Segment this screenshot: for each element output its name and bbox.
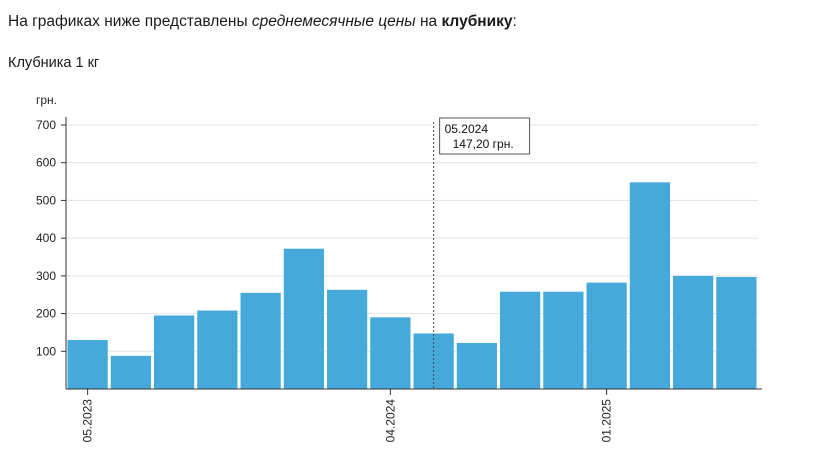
bar-02.2025[interactable] (629, 182, 670, 389)
intro-part-bold: клубнику (441, 13, 513, 30)
intro-part-3: на (415, 13, 442, 30)
intro-part-1: На графиках ниже представлены (8, 13, 252, 30)
bar-03.2025[interactable] (673, 275, 714, 389)
intro-text: На графиках ниже представлены среднемеся… (8, 12, 517, 32)
intro-part-5: : (512, 13, 517, 30)
tooltip-value: 147,20 грн. (453, 137, 514, 151)
bar-11.2024[interactable] (543, 291, 584, 389)
intro-part-italic: среднемесячные цены (251, 13, 416, 30)
bar-09.2023[interactable] (240, 292, 281, 389)
y-axis-unit-label: грн. (36, 93, 57, 107)
x-tick-label-04.2024: 04.2024 (383, 399, 397, 443)
tooltip-box (439, 117, 531, 155)
bar-06.2023[interactable] (110, 355, 151, 389)
bar-11.2023[interactable] (327, 289, 368, 389)
bar-01.2025[interactable] (586, 282, 627, 389)
x-tick-label-05.2023: 05.2023 (81, 399, 95, 443)
bar-08.2023[interactable] (197, 310, 238, 389)
x-axis-ticks: 05.2023 04.2024 01.2025 (81, 389, 614, 442)
bar-07.2023[interactable] (154, 315, 195, 389)
y-tick-label-100: 100 (36, 344, 56, 358)
tooltip-date: 05.2024 (445, 122, 489, 136)
y-tick-label-500: 500 (36, 193, 56, 207)
bar-10.2024[interactable] (500, 291, 541, 389)
bar-10.2023[interactable] (283, 248, 324, 389)
bar-06.2024[interactable] (456, 342, 497, 389)
bar-05.2023[interactable] (67, 339, 108, 389)
bar-05.2024[interactable] (413, 333, 454, 389)
chart-subtitle: Клубника 1 кг (8, 55, 100, 71)
bar-12.2023[interactable] (370, 317, 411, 389)
bars (67, 182, 757, 389)
y-tick-label-400: 400 (36, 231, 56, 245)
y-tick-label-300: 300 (36, 269, 56, 283)
y-tick-label-600: 600 (36, 156, 56, 170)
y-tick-label-700: 700 (36, 118, 56, 132)
x-tick-label-01.2025: 01.2025 (600, 399, 614, 443)
y-axis-ticks: 100 200 300 400 500 600 700 (36, 118, 66, 358)
bar-04.2025[interactable] (716, 276, 757, 389)
y-tick-label-200: 200 (36, 307, 56, 321)
